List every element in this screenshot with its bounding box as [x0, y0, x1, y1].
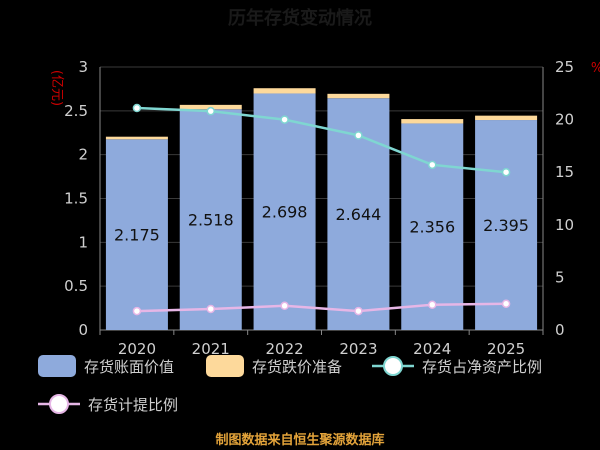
bar-provision — [253, 88, 316, 94]
provision-rate-line — [136, 302, 507, 313]
ratio-net-assets-point — [428, 160, 437, 170]
bar-book-value — [179, 109, 242, 330]
bar-provision — [475, 115, 538, 121]
y-right-tick-label: 10 — [555, 216, 574, 234]
ratio-net-assets-point — [206, 106, 215, 116]
ratio-net-assets-point — [354, 131, 363, 140]
footer-source: 制图数据来自恒生聚源数据库 — [215, 432, 384, 448]
y-left-tick-label: 2.5 — [64, 102, 88, 120]
y-right-tick-label: 15 — [555, 163, 574, 181]
bar-book-value — [475, 120, 538, 330]
legend-book-value-swatch — [38, 355, 76, 377]
y-right-tick-label: 20 — [555, 111, 574, 129]
bar-data-label: 2.356 — [409, 218, 455, 237]
ratio-net-assets-point — [501, 167, 511, 177]
provision-rate-point — [501, 299, 511, 308]
ratio-net-assets-line — [136, 106, 507, 174]
provision-rate-point — [280, 301, 289, 311]
bar-book-value — [105, 139, 168, 330]
y-left-tick-label: 1.5 — [64, 190, 88, 208]
provision-rate-point — [206, 304, 215, 314]
x-tick-label: 2020 — [118, 340, 156, 358]
provision-rate-point — [428, 300, 437, 310]
legend-provision-label: 存货跌价准备 — [252, 358, 342, 376]
legend-book-value-label: 存货账面价值 — [84, 358, 174, 376]
ratio-net-assets-point — [280, 115, 289, 124]
y-left-tick-label: 3 — [78, 58, 88, 76]
y-left-tick-label: 1 — [78, 233, 88, 251]
bar-data-label: 2.698 — [262, 203, 308, 222]
ratio-net-assets-point — [132, 103, 142, 113]
y-left-tick-label: 0.5 — [64, 277, 88, 295]
bar-data-label: 2.175 — [114, 226, 160, 245]
bar-data-label: 2.518 — [188, 211, 234, 230]
bar-provision — [401, 119, 464, 124]
y-right-tick-label: 25 — [555, 58, 574, 76]
y-right-tick-label: 5 — [555, 268, 565, 286]
chart-title: 历年存货变动情况 — [228, 7, 372, 29]
legend-provision-rate-swatch-marker — [49, 394, 69, 414]
x-tick-label: 2023 — [339, 340, 377, 358]
x-tick-label: 2024 — [413, 340, 451, 358]
x-tick-label: 2022 — [265, 340, 303, 358]
bar-book-value — [253, 93, 316, 330]
y-right-tick-label: 0 — [555, 321, 565, 339]
y-left-tick-label: 2 — [78, 146, 88, 164]
provision-rate-point — [132, 306, 142, 316]
bar-data-label: 2.644 — [336, 205, 382, 224]
x-tick-label: 2025 — [487, 340, 525, 358]
legend-provision-swatch — [206, 355, 244, 377]
y-axis-right-label: % — [591, 61, 600, 76]
legend-ratio-net-assets-swatch-marker — [383, 356, 403, 376]
bar-provision — [327, 93, 390, 99]
legend-ratio-net-assets-label: 存货占净资产比例 — [422, 358, 542, 376]
bar-provision — [105, 136, 168, 140]
legend-provision-rate-label: 存货计提比例 — [88, 396, 178, 414]
y-left-tick-label: 0 — [78, 321, 88, 339]
provision-rate-point — [354, 306, 363, 316]
y-axis-left-label: (亿元) — [49, 70, 64, 106]
x-tick-label: 2021 — [192, 340, 230, 358]
bar-data-label: 2.395 — [483, 216, 529, 235]
